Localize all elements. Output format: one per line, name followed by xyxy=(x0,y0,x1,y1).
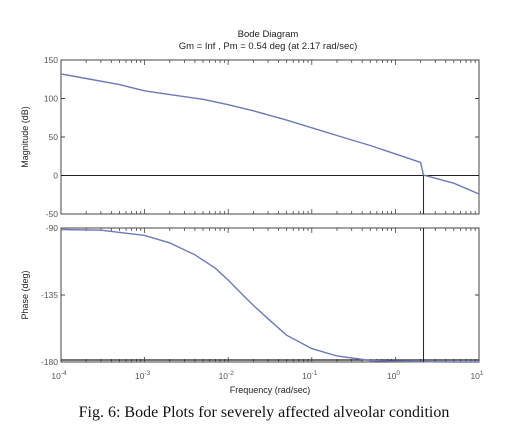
chart-title: Bode Diagram xyxy=(238,29,299,40)
phase-y-tick-label: -135 xyxy=(41,290,58,300)
x-tick-label: 100 xyxy=(387,370,400,381)
x-tick-label: 10-3 xyxy=(135,370,151,381)
phase-y-ticks: -180 -135 -90 xyxy=(41,223,479,367)
magnitude-y-ticks: -50 0 50 100 150 xyxy=(44,55,479,219)
magnitude-y-axis-label: Magnitude (dB) xyxy=(20,106,30,168)
magnitude-y-tick-label: -50 xyxy=(46,209,59,219)
magnitude-y-tick-label: 50 xyxy=(49,132,59,142)
x-tick-labels: 10-4 10-3 10-2 10-1 100 101 xyxy=(51,370,484,381)
phase-y-tick-label: -180 xyxy=(41,357,58,367)
magnitude-series-line xyxy=(60,73,480,195)
phase-plot-area xyxy=(60,227,480,363)
x-tick-label: 10-4 xyxy=(51,370,67,381)
phase-series-line xyxy=(60,228,479,363)
x-axis-label: Frequency (rad/sec) xyxy=(230,385,311,395)
magnitude-y-tick-label: 150 xyxy=(44,55,58,65)
magnitude-y-tick-label: 100 xyxy=(44,94,58,104)
figure-caption: Fig. 6: Bode Plots for severely affected… xyxy=(78,404,450,421)
magnitude-plot-area xyxy=(60,59,480,215)
phase-y-axis-label: Phase (deg) xyxy=(20,270,30,319)
x-tick-label: 10-1 xyxy=(302,370,318,381)
magnitude-y-tick-label: 0 xyxy=(53,171,58,181)
magnitude-x-tick-marks xyxy=(60,60,476,214)
x-tick-label: 101 xyxy=(470,370,483,381)
chart-subtitle: Gm = Inf , Pm = 0.54 deg (at 2.17 rad/se… xyxy=(179,41,357,52)
phase-y-tick-label: -90 xyxy=(46,223,59,233)
phase-x-tick-marks xyxy=(60,228,476,362)
x-tick-label: 10-2 xyxy=(219,370,235,381)
